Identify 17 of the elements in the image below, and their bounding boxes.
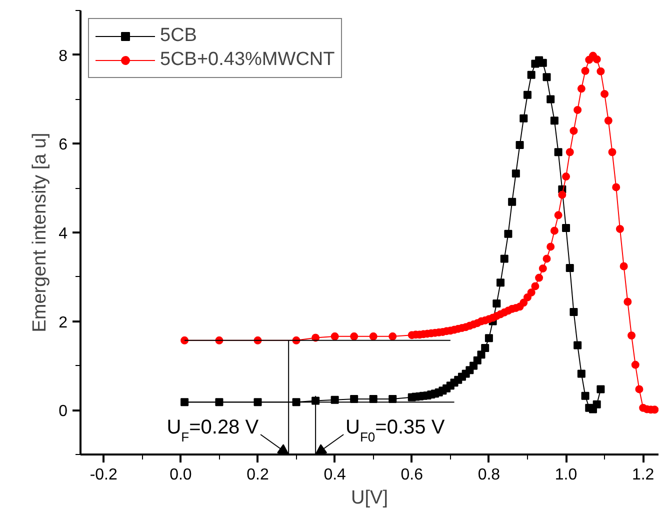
x-tick-label: 0.4: [324, 466, 346, 484]
y-tick-label: 6: [58, 136, 68, 154]
legend-label: 5CB+0.43%MWCNT: [160, 49, 335, 71]
y-tick-label: 0: [58, 403, 68, 420]
x-tick-label: 0.0: [170, 466, 192, 484]
x-tick-label: 1.0: [554, 466, 578, 484]
x-tick-label: 1.2: [632, 466, 654, 484]
legend-label: 5CB: [160, 25, 197, 47]
y-axis-title: Emergent intensity [a u]: [30, 132, 51, 332]
y-tick-label: 2: [58, 314, 68, 332]
y-tick-label: 8: [58, 48, 68, 65]
x-tick-label: -0.2: [90, 466, 118, 484]
x-axis-title: U[V]: [351, 488, 388, 508]
x-tick-label: 0.8: [478, 466, 500, 484]
x-tick-label: 0.6: [400, 466, 424, 484]
y-tick-label: 4: [58, 226, 68, 242]
x-tick-label: 0.2: [246, 466, 269, 484]
